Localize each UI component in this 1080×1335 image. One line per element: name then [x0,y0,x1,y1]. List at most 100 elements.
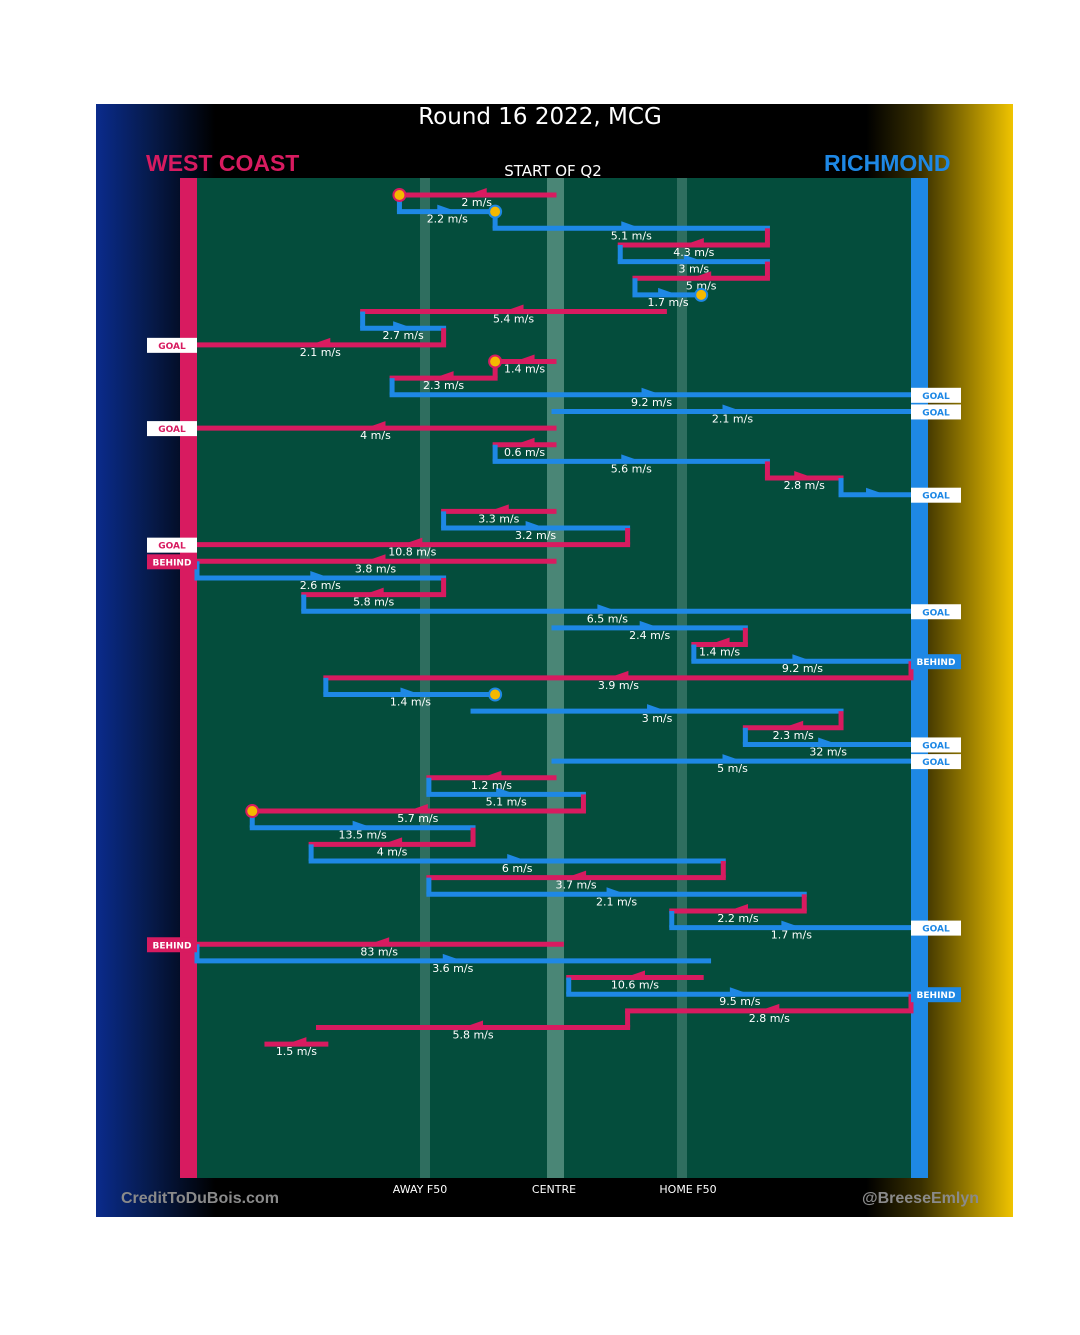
stoppage-markers [245,188,709,819]
direction-arrow [525,521,546,529]
direction-arrow [503,304,524,313]
direction-arrow [566,870,587,879]
direction-arrow [286,1037,307,1046]
speed-label: 6.5 m/s [587,612,628,625]
outcome-label: GOAL [158,542,186,552]
credit-left: CreditToDuBois.com [121,1190,279,1207]
direction-arrow [352,820,373,829]
speed-label: 5.1 m/s [486,795,527,808]
speed-labels: 2 m/s 2.2 m/s 5.1 m/s 4.3 m/s 3 m/s 5 m/s 1.7 … [276,196,847,1058]
direction-arrow [488,504,509,513]
direction-arrow [691,271,712,280]
speed-label: 3.2 m/s [515,529,556,542]
chart-title: Round 16 2022, MCG [418,104,662,130]
direction-arrow [369,937,390,946]
speed-label: 5.8 m/s [452,1029,493,1042]
speed-label: 4 m/s [360,429,391,442]
speed-label: 1.5 m/s [276,1045,317,1058]
speed-label: 5.6 m/s [611,462,652,475]
direction-arrow [507,854,528,862]
outcome-label: GOAL [922,741,950,751]
speed-label: 32 m/s [809,745,847,758]
chain-paths [194,188,914,1047]
direction-arrow [514,354,535,363]
stoppage-marker [488,354,503,369]
outcome-label: BEHIND [917,991,956,1001]
direction-arrow [866,487,887,496]
speed-label: 2.6 m/s [300,579,341,592]
direction-arrow [729,987,750,996]
outcome-badge [147,937,197,953]
direction-arrow [402,537,423,546]
direction-arrow [759,1003,780,1012]
speed-label: 0.6 m/s [504,446,545,459]
speed-label: 2.8 m/s [749,1012,790,1025]
speed-label: 2 m/s [461,196,492,209]
direction-arrow [437,204,458,213]
direction-arrow [466,188,487,196]
direction-arrow [621,454,642,463]
direction-arrow [794,471,815,480]
speed-label: 2.3 m/s [773,729,814,742]
speed-label: 4 m/s [377,845,408,858]
speed-label: 3.8 m/s [355,562,396,575]
outcome-badge [911,604,961,620]
speed-label: 1.4 m/s [699,646,740,659]
direction-arrow [728,903,748,912]
speed-label: 1.4 m/s [504,363,545,376]
speed-label: 1.7 m/s [771,929,812,942]
speed-label: 5.1 m/s [611,229,652,242]
speed-label: 9.2 m/s [782,662,823,675]
direction-arrow [442,953,463,962]
outcome-badge [911,754,961,770]
direction-arrow [365,554,386,563]
speed-label: 10.8 m/s [388,546,436,559]
outcome-label: GOAL [922,392,950,402]
direction-arrow [365,421,386,430]
outcome-badge [911,404,961,420]
direction-arrow [683,254,704,263]
team-left-label: WEST COAST [146,150,300,176]
speed-label: 2.1 m/s [300,346,341,359]
speed-label: 2.7 m/s [383,329,424,342]
direction-arrow [407,804,428,813]
direction-arrow [433,371,454,380]
direction-arrow [382,837,403,846]
direction-arrow [597,604,618,613]
speed-label: 83 m/s [360,945,398,958]
direction-arrow [781,920,802,929]
outcome-label: GOAL [922,925,950,935]
speed-label: 2.8 m/s [784,479,825,492]
outcome-label: GOAL [922,608,950,618]
direction-arrow [639,620,660,629]
outcome-label: BEHIND [917,658,956,668]
outcome-label: BEHIND [153,558,192,568]
direction-arrow [783,720,804,729]
richmond-goal-bar [911,178,928,1178]
direction-arrow [792,654,813,663]
outcome-badge [911,654,961,670]
stoppage-marker [392,188,407,202]
chart-subtitle: START OF Q2 [504,162,602,180]
x-tick-away-f50: AWAY F50 [393,1183,447,1196]
speed-label: 9.5 m/s [719,995,760,1008]
speed-label: 1.7 m/s [648,296,689,309]
direction-arrow [310,337,331,346]
direction-arrow [363,587,384,596]
outcome-badge [147,337,197,353]
outcome-badge [911,387,961,403]
speed-label: 4.3 m/s [673,246,714,259]
speed-label: 5.4 m/s [493,313,534,326]
speed-label: 5 m/s [717,762,748,775]
speed-label: 3.7 m/s [556,879,597,892]
credit-right: @BreeseEmlyn [862,1190,979,1207]
speed-label: 2.2 m/s [717,912,758,925]
outcome-badge [147,537,197,553]
direction-arrow [658,287,679,296]
outcome-badge [911,987,961,1003]
outcome-label: GOAL [922,758,950,768]
direction-arrow [722,754,743,763]
west-coast-goal-bar [180,178,197,1178]
outcome-badge [911,737,961,753]
